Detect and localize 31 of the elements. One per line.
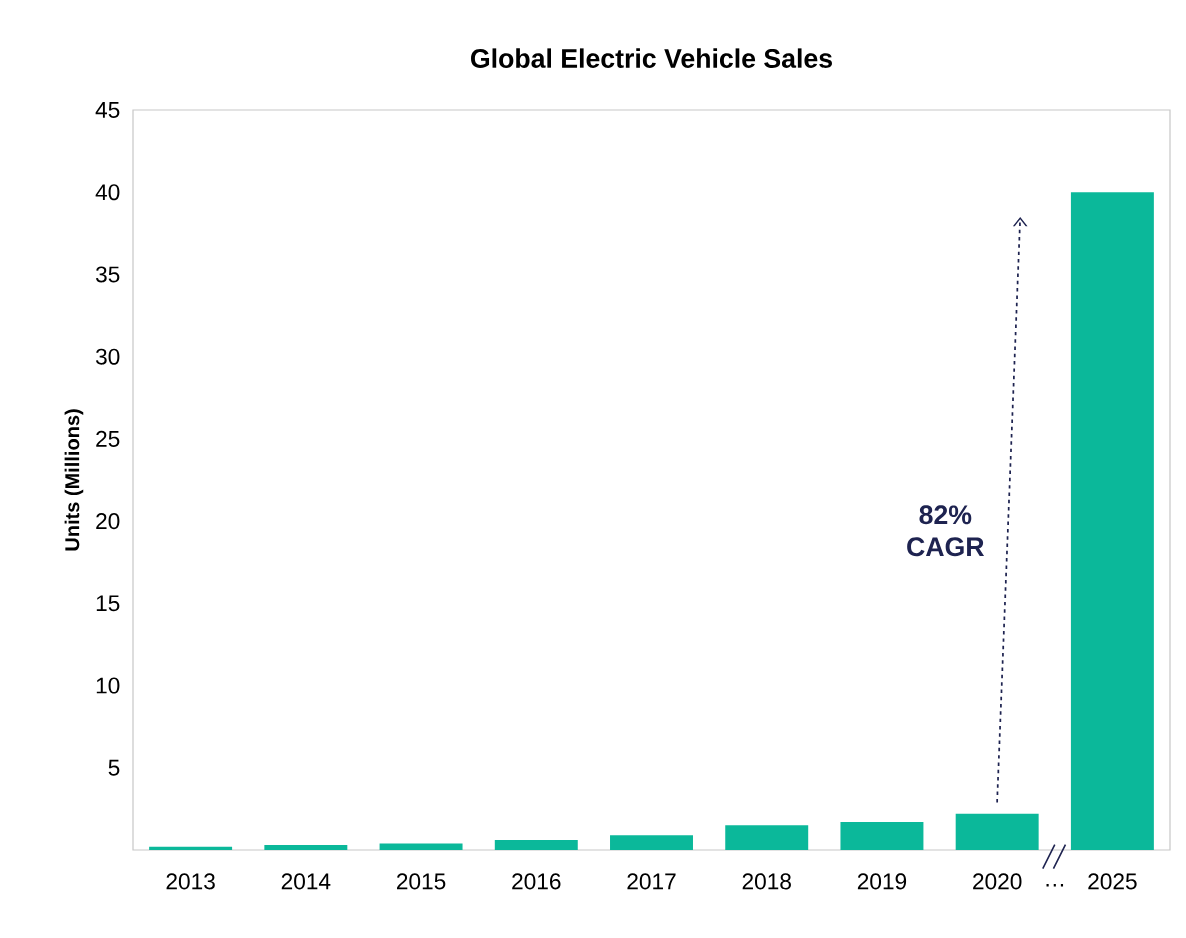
bar — [610, 835, 693, 850]
text: … — [1046, 884, 1064, 887]
bar — [494, 840, 578, 850]
x-tick-label: 2017 — [627, 873, 676, 890]
y-tick-label: 45 — [95, 102, 120, 118]
x-tick-label: 2020 — [973, 873, 1022, 890]
x-tick-label: 2016 — [512, 873, 561, 890]
bar — [1070, 192, 1154, 850]
bar — [379, 843, 463, 850]
x-tick-label: 2019 — [857, 873, 907, 890]
y-tick-label: 20 — [96, 513, 120, 530]
x-tick-label: 2013 — [166, 873, 215, 890]
bar — [149, 846, 233, 850]
y-tick-label: 15 — [96, 595, 120, 612]
bar — [725, 825, 809, 850]
y-tick-label: 25 — [96, 430, 120, 447]
bar — [264, 845, 348, 850]
y-tick-label: 10 — [96, 677, 120, 694]
x-tick-label: 2014 — [281, 873, 331, 890]
bar — [840, 822, 924, 850]
chart-title: Global Electric Vehicle Sales — [471, 48, 832, 68]
x-tick-label: 2015 — [397, 873, 446, 890]
y-tick-label: 40 — [95, 184, 120, 201]
x-tick-label: 2018 — [742, 873, 791, 890]
y-tick-label: 35 — [95, 266, 120, 283]
y-tick-label: 30 — [95, 348, 120, 365]
annotation: 82% CAGR — [907, 505, 985, 557]
y-tick-label: 5 — [108, 759, 120, 776]
x-tick-label: 2025 — [1088, 873, 1137, 890]
y-axis-title: Units (Millions) — [64, 409, 84, 551]
bar — [955, 813, 1039, 850]
